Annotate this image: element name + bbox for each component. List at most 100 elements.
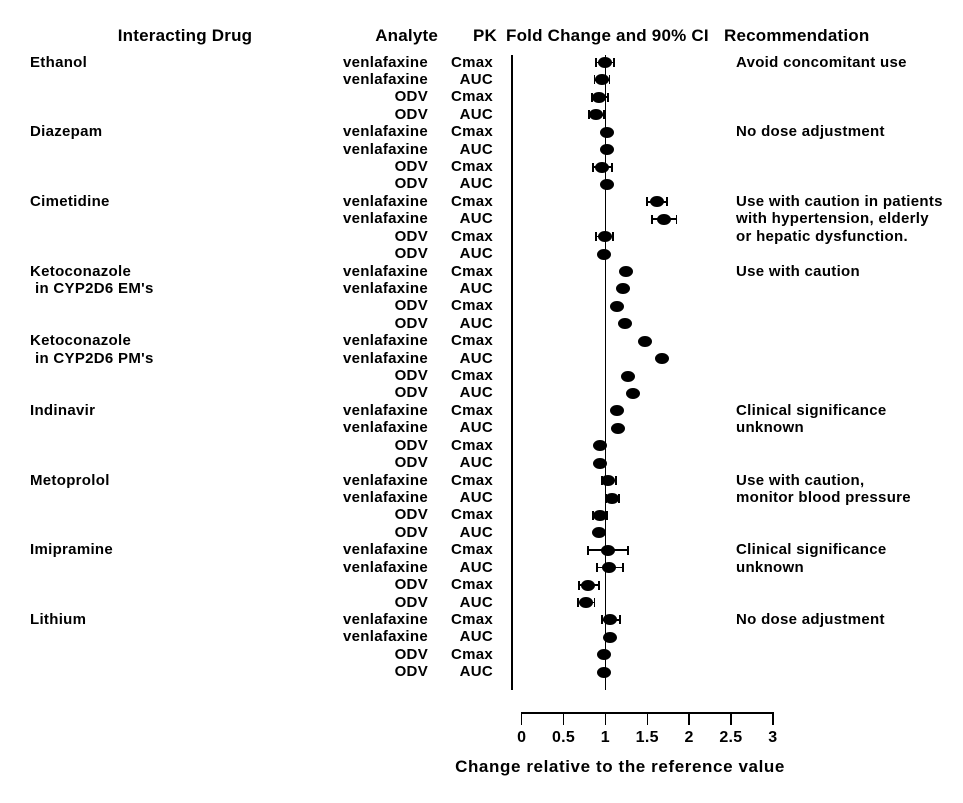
pk-label: AUC	[459, 279, 493, 297]
x-axis-tick-label: 3	[768, 729, 778, 746]
point-estimate-marker	[591, 527, 606, 539]
x-axis-tick-label: 1.5	[635, 729, 659, 746]
ci-cap-left	[601, 615, 603, 625]
analyte-label: venlafaxine	[342, 489, 428, 506]
drug-label: Cimetidine	[30, 192, 110, 210]
point-estimate-marker	[619, 266, 634, 278]
drug-label: Ketoconazole	[30, 332, 132, 350]
recommendation-line: or hepatic dysfunction.	[736, 227, 908, 245]
ci-cap-left	[576, 598, 579, 608]
drug-label: Imipramine	[30, 541, 114, 559]
pk-label: AUC	[459, 349, 493, 367]
pk-label: AUC	[459, 558, 493, 576]
pk-label: AUC	[459, 454, 493, 472]
ci-cap-left	[577, 580, 580, 590]
x-axis-title: Change relative to the reference value	[455, 757, 785, 776]
point-estimate-marker	[601, 562, 616, 574]
column-separator-line	[511, 55, 513, 690]
analyte-label: venlafaxine	[342, 279, 428, 297]
analyte-label: ODV	[394, 384, 428, 402]
ci-cap-left	[596, 563, 598, 573]
pk-label: Cmax	[450, 506, 493, 524]
analyte-label: venlafaxine	[342, 628, 428, 646]
point-estimate-marker	[610, 300, 625, 312]
ci-cap-right	[622, 563, 624, 573]
pk-label: AUC	[459, 663, 493, 681]
point-estimate-marker	[656, 213, 671, 225]
pk-label: Cmax	[450, 123, 493, 141]
x-axis-tick	[562, 712, 565, 725]
pk-label: Cmax	[450, 576, 493, 594]
point-estimate-marker	[600, 178, 615, 190]
pk-label: Cmax	[450, 367, 493, 385]
ci-cap-right	[675, 214, 678, 224]
ci-cap-right	[606, 510, 608, 520]
ci-cap-right	[608, 75, 611, 85]
drug-label: Ketoconazole	[30, 262, 132, 280]
point-estimate-marker	[595, 74, 610, 86]
ci-cap-right	[611, 162, 613, 172]
analyte-label: venlafaxine	[342, 349, 428, 367]
ci-cap-right	[627, 545, 629, 555]
recommendation-line: Use with caution	[736, 262, 860, 280]
recommendation-line: No dose adjustment	[736, 123, 885, 141]
ci-cap-left	[595, 58, 598, 67]
ci-cap-right	[607, 92, 609, 102]
point-estimate-marker	[600, 126, 615, 138]
point-estimate-marker	[580, 579, 595, 591]
point-estimate-marker	[615, 283, 630, 295]
drug-label: Ethanol	[30, 53, 88, 71]
analyte-label: ODV	[394, 454, 428, 472]
x-axis-tick-label: 0.5	[551, 729, 576, 746]
pk-label: Cmax	[450, 158, 493, 176]
pk-label: AUC	[459, 384, 493, 402]
pk-label: AUC	[459, 314, 493, 332]
point-estimate-marker	[600, 475, 615, 487]
point-estimate-marker	[600, 144, 615, 156]
point-estimate-marker	[655, 353, 670, 365]
pk-label: AUC	[459, 175, 493, 193]
ci-cap-left	[593, 75, 596, 85]
analyte-label: ODV	[394, 367, 428, 385]
point-estimate-marker	[595, 161, 610, 173]
pk-label: Cmax	[450, 541, 493, 559]
point-estimate-marker	[600, 544, 615, 556]
drug-label: Indinavir	[30, 401, 96, 419]
recommendation-line: monitor blood pressure	[736, 489, 911, 506]
pk-label: AUC	[459, 210, 493, 228]
pk-label: AUC	[459, 628, 493, 646]
point-estimate-marker	[610, 422, 625, 434]
column-header-recommendation: Recommendation	[724, 26, 870, 45]
point-estimate-marker	[596, 649, 611, 661]
analyte-label: venlafaxine	[342, 401, 428, 419]
pk-label: Cmax	[450, 53, 493, 71]
column-header-analyte: Analyte	[375, 26, 438, 45]
pk-label: AUC	[459, 489, 493, 506]
analyte-label: ODV	[394, 576, 428, 594]
analyte-label: ODV	[394, 663, 428, 681]
pk-label: Cmax	[450, 88, 493, 106]
ci-cap-right	[602, 110, 605, 120]
drug-label: Lithium	[30, 610, 87, 628]
column-header-fold-change: Fold Change and 90% CI	[506, 26, 709, 45]
analyte-label: ODV	[394, 227, 428, 245]
point-estimate-marker	[579, 597, 594, 609]
ci-cap-left	[646, 197, 649, 207]
analyte-label: venlafaxine	[342, 70, 428, 88]
point-estimate-marker	[589, 109, 604, 121]
recommendation-line: Use with caution,	[736, 471, 865, 489]
pk-label: AUC	[459, 70, 493, 88]
point-estimate-marker	[597, 57, 612, 68]
recommendation-line: Avoid concomitant use	[736, 53, 907, 71]
analyte-label: venlafaxine	[342, 332, 428, 350]
point-estimate-marker	[596, 666, 611, 678]
analyte-label: venlafaxine	[342, 262, 428, 280]
x-axis-tick	[604, 712, 607, 725]
ci-cap-right	[593, 598, 596, 608]
x-axis-tick	[646, 712, 648, 725]
analyte-label: venlafaxine	[342, 610, 428, 628]
drug-label: in CYP2D6 PM's	[35, 349, 154, 367]
ci-cap-left	[586, 545, 589, 555]
ci-cap-right	[597, 580, 600, 590]
